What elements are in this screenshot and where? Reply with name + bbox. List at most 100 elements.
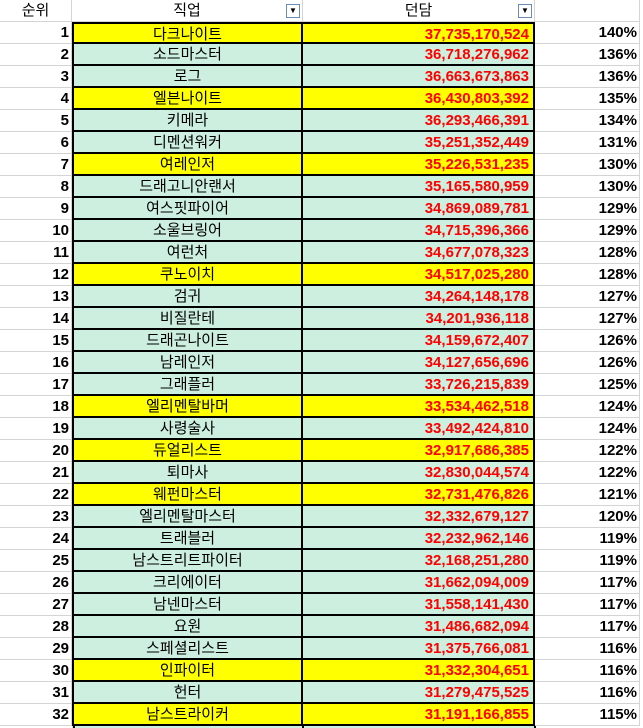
rank-cell[interactable]: 21 [0,462,72,484]
pct-cell[interactable]: 119% [535,550,640,572]
rank-cell[interactable]: 16 [0,352,72,374]
damage-cell[interactable]: 31,486,682,094 [303,616,535,638]
pct-cell[interactable]: 140% [535,22,640,44]
job-cell[interactable]: 트래블러 [72,528,303,550]
damage-cell[interactable]: 37,735,170,524 [303,22,535,44]
rank-cell[interactable]: 20 [0,440,72,462]
pct-cell[interactable]: 117% [535,572,640,594]
job-cell[interactable]: 다크나이트 [72,22,303,44]
damage-cell[interactable]: 34,715,396,366 [303,220,535,242]
damage-cell[interactable]: 34,517,025,280 [303,264,535,286]
rank-cell[interactable]: 17 [0,374,72,396]
pct-cell[interactable]: 126% [535,352,640,374]
pct-cell[interactable]: 116% [535,660,640,682]
damage-cell[interactable]: 35,226,531,235 [303,154,535,176]
job-cell[interactable]: 웨펀마스터 [72,484,303,506]
pct-cell[interactable]: 116% [535,682,640,704]
rank-cell[interactable]: 11 [0,242,72,264]
job-cell[interactable]: 엘븐나이트 [72,88,303,110]
job-cell[interactable]: 소울브링어 [72,220,303,242]
rank-cell[interactable]: 18 [0,396,72,418]
damage-cell[interactable]: 36,663,673,863 [303,66,535,88]
job-cell[interactable]: 남레인저 [72,352,303,374]
job-cell[interactable]: 여런처 [72,242,303,264]
pct-cell[interactable]: 136% [535,66,640,88]
rank-cell[interactable]: 12 [0,264,72,286]
damage-cell[interactable]: 34,677,078,323 [303,242,535,264]
job-cell[interactable]: 엘리멘탈바머 [72,396,303,418]
damage-cell[interactable]: 32,830,044,574 [303,462,535,484]
job-cell[interactable]: 쿠노이치 [72,264,303,286]
job-cell[interactable]: 사령술사 [72,418,303,440]
pct-cell[interactable]: 124% [535,396,640,418]
pct-cell[interactable]: 122% [535,462,640,484]
damage-cell[interactable]: 31,191,166,855 [303,704,535,726]
damage-cell[interactable]: 31,332,304,651 [303,660,535,682]
rank-cell[interactable]: 24 [0,528,72,550]
job-cell[interactable]: 스페셜리스트 [72,638,303,660]
rank-cell[interactable]: 29 [0,638,72,660]
pct-cell[interactable]: 136% [535,44,640,66]
pct-cell[interactable]: 129% [535,220,640,242]
rank-cell[interactable]: 4 [0,88,72,110]
job-cell[interactable]: 남스트라이커 [72,704,303,726]
rank-cell[interactable]: 27 [0,594,72,616]
job-cell[interactable]: 그래플러 [72,374,303,396]
job-cell[interactable]: 크리에이터 [72,572,303,594]
job-cell[interactable]: 로그 [72,66,303,88]
pct-cell[interactable]: 128% [535,242,640,264]
pct-cell[interactable]: 130% [535,176,640,198]
rank-cell[interactable]: 15 [0,330,72,352]
job-cell[interactable]: 여레인저 [72,154,303,176]
pct-cell[interactable]: 130% [535,154,640,176]
pct-cell[interactable]: 125% [535,374,640,396]
damage-cell[interactable]: 31,375,766,081 [303,638,535,660]
job-cell[interactable]: 비질란테 [72,308,303,330]
damage-cell[interactable]: 32,731,476,826 [303,484,535,506]
rank-cell[interactable]: 22 [0,484,72,506]
job-cell[interactable]: 남넨마스터 [72,594,303,616]
pct-cell[interactable]: 124% [535,418,640,440]
rank-cell[interactable]: 26 [0,572,72,594]
rank-cell[interactable]: 14 [0,308,72,330]
job-cell[interactable]: 헌터 [72,682,303,704]
rank-cell[interactable]: 3 [0,66,72,88]
rank-cell[interactable]: 5 [0,110,72,132]
rank-cell[interactable]: 19 [0,418,72,440]
damage-cell[interactable]: 34,264,148,178 [303,286,535,308]
pct-cell[interactable]: 126% [535,330,640,352]
pct-cell[interactable]: 116% [535,638,640,660]
pct-cell[interactable]: 117% [535,594,640,616]
job-cell[interactable]: 소드마스터 [72,44,303,66]
pct-cell[interactable]: 135% [535,88,640,110]
job-cell[interactable]: 요원 [72,616,303,638]
pct-cell[interactable]: 122% [535,440,640,462]
pct-cell[interactable]: 131% [535,132,640,154]
damage-cell[interactable]: 31,662,094,009 [303,572,535,594]
damage-cell[interactable]: 32,232,962,146 [303,528,535,550]
job-cell[interactable]: 여스핏파이어 [72,198,303,220]
pct-cell[interactable]: 128% [535,264,640,286]
rank-cell[interactable]: 28 [0,616,72,638]
rank-cell[interactable]: 13 [0,286,72,308]
damage-cell[interactable]: 35,165,580,959 [303,176,535,198]
job-cell[interactable]: 드래곤나이트 [72,330,303,352]
damage-cell[interactable]: 34,159,672,407 [303,330,535,352]
job-cell[interactable]: 검귀 [72,286,303,308]
damage-cell[interactable]: 34,201,936,118 [303,308,535,330]
rank-cell[interactable]: 30 [0,660,72,682]
rank-cell[interactable]: 32 [0,704,72,726]
job-cell[interactable]: 키메라 [72,110,303,132]
damage-cell[interactable]: 32,168,251,280 [303,550,535,572]
rank-cell[interactable]: 23 [0,506,72,528]
job-cell[interactable]: 남스트리트파이터 [72,550,303,572]
rank-cell[interactable]: 9 [0,198,72,220]
damage-cell[interactable]: 31,279,475,525 [303,682,535,704]
job-cell[interactable]: 엘리멘탈마스터 [72,506,303,528]
damage-cell[interactable]: 36,430,803,392 [303,88,535,110]
damage-cell[interactable]: 32,332,679,127 [303,506,535,528]
job-cell[interactable]: 드래고니안랜서 [72,176,303,198]
filter-dropdown-icon[interactable]: ▼ [286,4,300,18]
pct-cell[interactable]: 119% [535,528,640,550]
job-cell[interactable]: 퇴마사 [72,462,303,484]
